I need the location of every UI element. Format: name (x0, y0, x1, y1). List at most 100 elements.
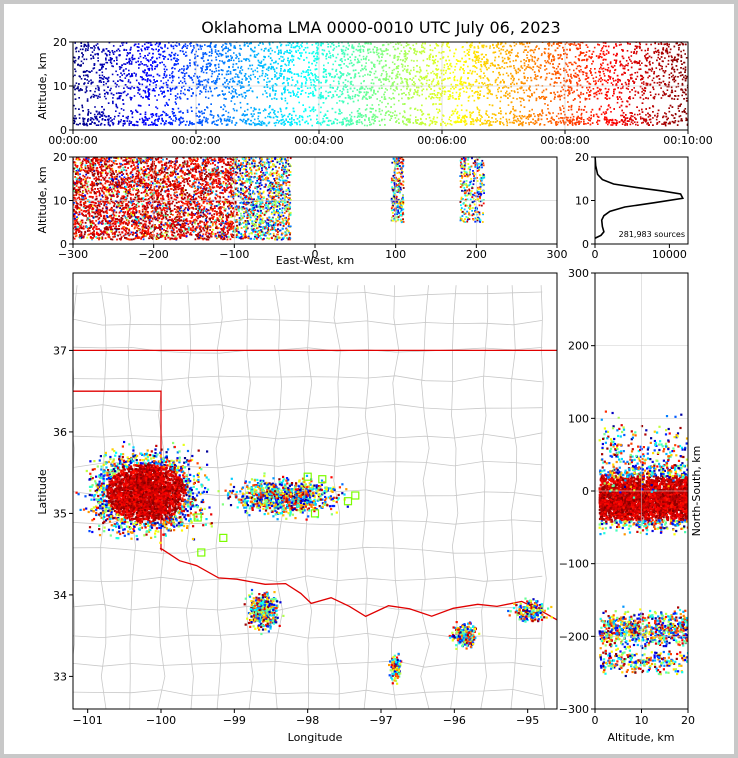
time-height-point (152, 88, 155, 90)
time-height-point (193, 61, 196, 64)
time-height-point (192, 49, 194, 51)
time-height-point (155, 106, 157, 108)
time-height-point (512, 113, 515, 116)
time-height-point (557, 57, 560, 59)
time-height-point (100, 111, 103, 113)
time-height-point (359, 114, 361, 116)
time-height-point (503, 57, 506, 60)
time-height-point (464, 114, 466, 117)
time-height-point (534, 77, 536, 80)
time-height-point (401, 93, 403, 95)
time-height-point (365, 62, 367, 64)
time-height-point (674, 120, 677, 122)
time-height-point (147, 89, 150, 91)
time-height-point (370, 89, 372, 92)
time-height-point (533, 113, 535, 115)
time-height-point (598, 92, 601, 95)
time-height-point (661, 51, 663, 54)
time-height-point (250, 74, 252, 77)
time-height-point (236, 96, 239, 98)
time-height-point (196, 87, 198, 90)
time-height-point (629, 98, 631, 100)
time-height-point (419, 79, 421, 82)
time-height-point (597, 123, 599, 125)
time-height-point (498, 47, 500, 50)
time-height-point (519, 110, 521, 113)
time-height-point (568, 68, 571, 71)
time-height-point (418, 94, 421, 97)
time-height-point (475, 67, 478, 69)
time-height-point (448, 118, 450, 121)
time-height-point (463, 70, 465, 72)
time-height-point (476, 106, 478, 109)
time-height-point (267, 69, 270, 72)
time-height-point (314, 64, 317, 67)
time-height-point (94, 47, 96, 49)
time-height-point (420, 52, 423, 55)
time-height-point (580, 118, 583, 120)
time-height-point (600, 105, 602, 108)
time-height-point (671, 91, 674, 94)
time-height-point (444, 72, 447, 74)
time-height-point (486, 122, 488, 124)
time-height-point (306, 87, 309, 89)
time-height-point (494, 81, 497, 84)
time-height-point (290, 120, 293, 123)
time-height-point (548, 111, 550, 114)
time-height-point (657, 54, 660, 56)
time-height-point (143, 64, 145, 66)
time-height-point (516, 98, 518, 100)
time-height-point (101, 51, 103, 53)
time-height-point (170, 45, 173, 48)
time-height-point (297, 49, 300, 52)
time-height-point (90, 95, 93, 98)
time-height-point (274, 51, 276, 53)
time-height-point (87, 47, 89, 49)
time-height-point (665, 65, 668, 68)
time-height-point (609, 69, 611, 72)
time-height-point (554, 93, 556, 96)
time-height-point (338, 64, 340, 66)
time-height-point (94, 90, 96, 93)
time-height-point (451, 95, 454, 97)
time-height-point (649, 68, 651, 71)
time-height-point (235, 54, 238, 56)
time-height-point (392, 92, 394, 95)
time-height-point (177, 107, 180, 110)
time-height-point (591, 63, 593, 65)
time-height-point (305, 81, 307, 83)
time-height-point (222, 114, 225, 116)
time-height-point (639, 47, 641, 50)
time-height-point (571, 119, 574, 121)
time-height-point (196, 44, 199, 46)
time-height-point (340, 48, 343, 51)
time-height-point (212, 117, 215, 119)
time-height-point (465, 86, 468, 88)
time-height-point (229, 55, 232, 57)
time-height-point (284, 99, 287, 102)
time-height-point (346, 117, 348, 119)
time-height-point (633, 87, 635, 89)
time-height-point (157, 120, 159, 122)
time-height-point (149, 124, 152, 126)
time-height-point (298, 88, 300, 90)
time-height-point (93, 113, 96, 116)
time-height-point (267, 49, 270, 52)
time-height-point (528, 88, 530, 90)
time-height-point (603, 79, 606, 82)
time-height-point (365, 108, 368, 110)
time-height-point (486, 120, 488, 123)
time-height-point (358, 61, 361, 63)
time-height-point (329, 42, 332, 44)
time-height-point (604, 116, 606, 118)
time-height-point (403, 123, 405, 125)
time-height-point (412, 77, 415, 79)
time-height-point (556, 123, 559, 126)
time-height-point (112, 102, 114, 105)
time-height-point (258, 61, 261, 64)
time-height-point (401, 97, 403, 100)
time-height-point (87, 75, 89, 78)
time-height-point (241, 95, 244, 98)
time-height-point (679, 115, 682, 117)
